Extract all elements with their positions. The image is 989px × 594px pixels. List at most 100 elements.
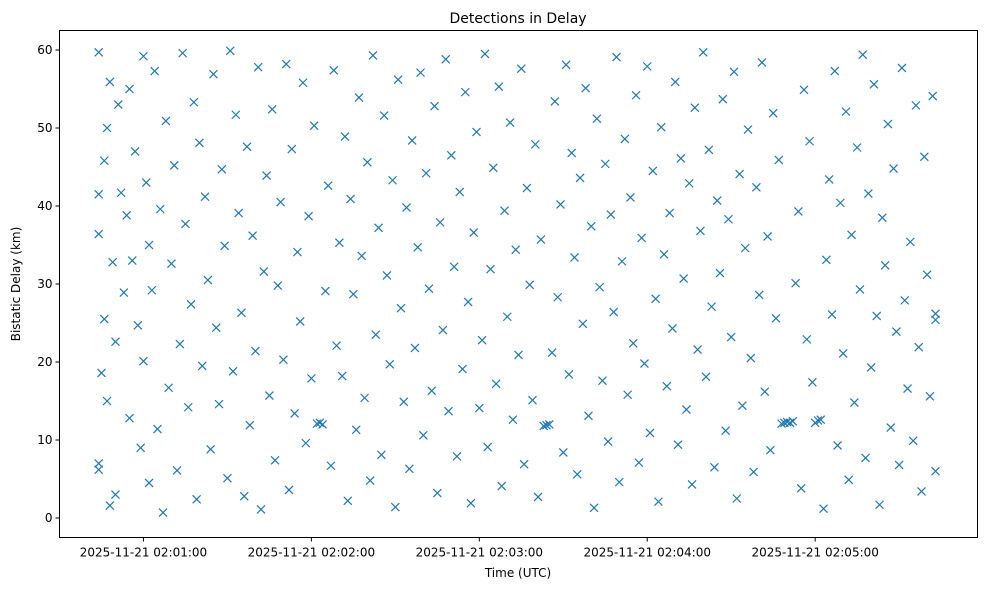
data-point bbox=[276, 197, 286, 207]
data-point bbox=[558, 448, 568, 457]
data-point bbox=[144, 478, 154, 488]
data-point bbox=[816, 415, 826, 425]
data-point bbox=[651, 294, 661, 304]
data-point bbox=[474, 403, 484, 413]
data-point bbox=[245, 420, 255, 430]
data-point bbox=[726, 332, 736, 342]
data-point bbox=[169, 161, 179, 170]
data-point bbox=[793, 207, 803, 216]
data-point bbox=[211, 323, 221, 333]
data-point bbox=[500, 206, 509, 216]
data-point bbox=[354, 93, 364, 103]
data-point bbox=[735, 169, 745, 179]
data-point bbox=[679, 274, 689, 283]
data-point bbox=[505, 118, 515, 127]
data-point bbox=[466, 498, 476, 508]
data-point bbox=[402, 203, 411, 212]
data-point bbox=[144, 240, 154, 250]
data-point bbox=[805, 136, 814, 146]
data-point bbox=[318, 419, 328, 429]
data-point bbox=[172, 465, 182, 475]
data-point bbox=[239, 491, 249, 501]
data-point bbox=[841, 107, 851, 117]
data-point bbox=[740, 243, 750, 253]
data-point bbox=[399, 397, 409, 407]
data-point bbox=[438, 325, 448, 335]
data-point bbox=[374, 223, 383, 233]
data-point bbox=[567, 148, 577, 158]
data-point bbox=[855, 285, 865, 294]
data-point bbox=[407, 136, 417, 145]
data-point bbox=[687, 480, 697, 489]
data-point bbox=[161, 116, 171, 126]
data-point bbox=[900, 295, 910, 305]
data-point bbox=[640, 359, 649, 368]
data-point bbox=[547, 348, 557, 358]
y-tick-label: 50 bbox=[37, 121, 52, 135]
data-point bbox=[757, 58, 767, 67]
data-point bbox=[872, 311, 882, 321]
data-point bbox=[819, 504, 828, 514]
data-point bbox=[631, 90, 641, 100]
x-axis-label: Time (UTC) bbox=[484, 566, 551, 580]
data-point bbox=[382, 270, 392, 280]
data-point bbox=[852, 143, 862, 152]
data-point bbox=[136, 443, 146, 453]
data-point bbox=[729, 67, 739, 77]
data-point bbox=[491, 379, 501, 389]
data-point bbox=[253, 62, 263, 72]
data-point bbox=[911, 100, 921, 110]
data-point bbox=[452, 451, 462, 461]
data-point bbox=[925, 391, 935, 401]
data-point bbox=[421, 168, 431, 178]
data-point bbox=[99, 156, 109, 166]
data-point bbox=[511, 245, 521, 255]
data-point bbox=[919, 152, 929, 162]
data-point bbox=[670, 77, 680, 87]
data-point bbox=[337, 371, 347, 381]
data-point bbox=[712, 196, 722, 205]
data-point bbox=[225, 46, 235, 56]
data-point bbox=[108, 257, 118, 267]
data-point bbox=[150, 66, 160, 76]
x-axis-ticks: 2025-11-21 02:01:00 2025-11-21 02:02:00 20… bbox=[80, 537, 879, 560]
data-point bbox=[192, 494, 202, 504]
data-point bbox=[877, 213, 887, 223]
data-point bbox=[861, 453, 870, 463]
data-point bbox=[654, 497, 663, 507]
data-point bbox=[802, 334, 812, 344]
data-point bbox=[214, 399, 224, 409]
data-point bbox=[94, 189, 104, 199]
data-point bbox=[368, 51, 378, 60]
data-point bbox=[189, 97, 199, 107]
data-point bbox=[609, 307, 619, 317]
data-point bbox=[838, 348, 848, 358]
data-point bbox=[765, 445, 775, 455]
data-point bbox=[242, 142, 252, 152]
data-point bbox=[116, 188, 126, 198]
data-point bbox=[304, 211, 314, 221]
data-point bbox=[267, 104, 277, 114]
data-point bbox=[197, 361, 207, 371]
data-point bbox=[519, 459, 529, 469]
data-point bbox=[564, 370, 574, 379]
data-point bbox=[483, 442, 493, 452]
data-point bbox=[105, 77, 115, 87]
data-point bbox=[379, 111, 389, 120]
data-point bbox=[718, 94, 728, 104]
data-point bbox=[323, 181, 333, 191]
data-point bbox=[273, 281, 283, 290]
data-point bbox=[648, 166, 658, 176]
data-point bbox=[886, 423, 896, 432]
data-point bbox=[259, 267, 269, 276]
data-point bbox=[455, 187, 465, 197]
data-point bbox=[360, 393, 369, 403]
data-point bbox=[690, 103, 700, 113]
data-point bbox=[329, 65, 339, 75]
data-point bbox=[849, 398, 859, 407]
data-point bbox=[153, 424, 162, 434]
data-point bbox=[645, 428, 655, 438]
data-point bbox=[94, 458, 104, 468]
data-point bbox=[889, 164, 898, 173]
